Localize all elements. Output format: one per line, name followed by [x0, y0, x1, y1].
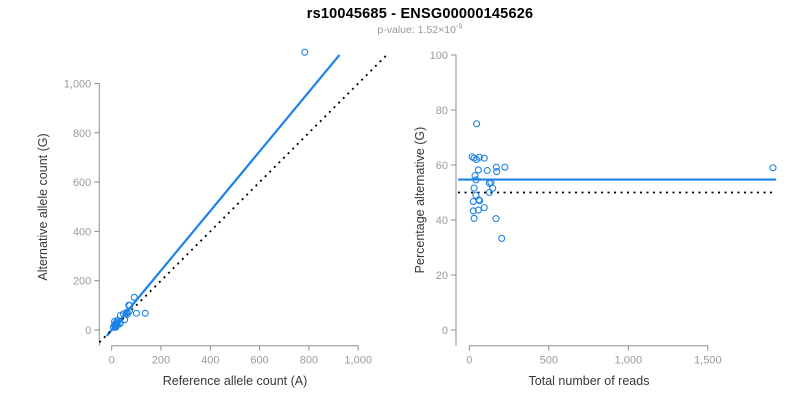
data-point [130, 293, 138, 301]
x-tick-label: 800 [300, 355, 318, 367]
y-tick-label: 600 [73, 177, 91, 189]
x-axis-label: Total number of reads [529, 374, 650, 388]
data-point [475, 196, 483, 204]
chart-title: rs10045685 - ENSG00000145626 [306, 6, 534, 22]
data-point [301, 48, 309, 56]
y-tick-label: 40 [436, 215, 448, 227]
data-point [485, 188, 493, 197]
y-tick-label: 0 [442, 325, 448, 337]
data-point [121, 316, 129, 324]
data-point [469, 207, 477, 215]
x-tick-label: 0 [466, 355, 472, 367]
data-point [492, 215, 500, 223]
x-tick-label: 600 [250, 355, 268, 367]
y-tick-label: 100 [430, 50, 448, 62]
y-tick-label: 60 [436, 160, 448, 172]
data-point [141, 309, 149, 317]
data-point [473, 120, 481, 128]
x-tick-label: 1,000 [615, 355, 643, 367]
identity-line [98, 54, 388, 343]
data-point [475, 153, 483, 161]
data-point [476, 197, 484, 205]
data-point [493, 168, 501, 176]
data-point [489, 184, 497, 192]
data-point [492, 163, 500, 171]
y-tick-label: 200 [73, 276, 91, 288]
data-point [474, 206, 482, 214]
data-point [474, 166, 482, 174]
y-tick-label: 400 [73, 226, 91, 238]
x-tick-label: 0 [109, 355, 115, 367]
y-tick-label: 20 [436, 270, 448, 282]
x-tick-label: 400 [201, 355, 219, 367]
data-point [132, 309, 140, 317]
x-tick-label: 1,500 [694, 355, 722, 367]
data-point [480, 154, 488, 162]
y-tick-label: 1,000 [64, 79, 92, 91]
data-point [501, 163, 509, 171]
data-point [498, 234, 506, 242]
x-axis-label: Reference allele count (A) [163, 374, 308, 388]
y-tick-label: 80 [436, 105, 448, 117]
data-point [470, 214, 478, 222]
data-point [483, 166, 491, 175]
y-axis-label: Alternative allele count (G) [36, 133, 50, 280]
y-axis-label: Percentage alternative (G) [413, 127, 427, 274]
y-tick-label: 0 [85, 325, 91, 337]
data-point [472, 176, 480, 184]
y-tick-label: 800 [73, 128, 91, 140]
pvalue-exponent: -9 [455, 21, 463, 31]
pvalue-text: p-value: 1.52×10 [377, 24, 456, 36]
x-tick-label: 200 [152, 355, 170, 367]
x-tick-label: 1,000 [344, 355, 372, 367]
data-point [112, 323, 120, 331]
data-point [769, 164, 777, 172]
data-point [480, 204, 488, 212]
data-point [470, 184, 478, 192]
x-tick-label: 500 [540, 355, 558, 367]
chart-subtitle: p-value: 1.52×10-9 [40, 21, 800, 36]
fit-line [105, 54, 341, 337]
data-point [471, 172, 479, 180]
